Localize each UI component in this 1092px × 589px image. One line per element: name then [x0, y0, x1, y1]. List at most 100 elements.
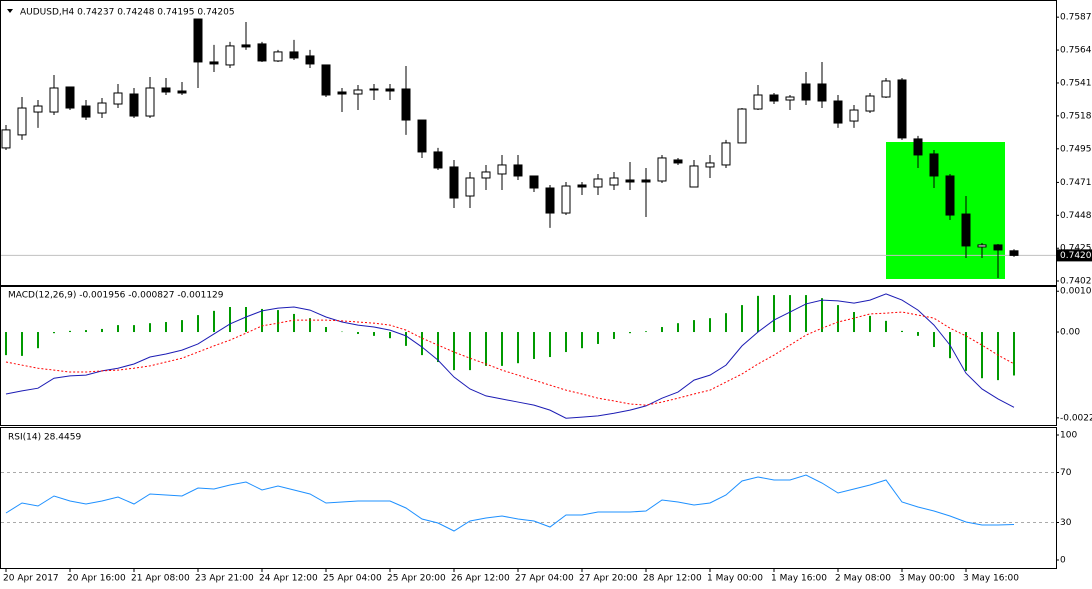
y-tick-label: 0.00: [1060, 328, 1080, 338]
x-tick-label: 1 May 00:00: [707, 574, 763, 584]
candle-body: [225, 45, 235, 66]
candle-body: [913, 138, 923, 156]
candle-body: [769, 94, 779, 102]
candle-body: [657, 157, 667, 182]
y-tick-label: 0.74715: [1060, 178, 1092, 188]
candle-body: [993, 244, 1003, 251]
candle-body: [177, 90, 187, 94]
price-title: AUDUSD,H4 0.74237 0.74248 0.74195 0.7420…: [20, 8, 235, 18]
candle-body: [625, 179, 635, 183]
candle-body: [689, 165, 699, 188]
macd-pane-frame: [0, 286, 1057, 426]
x-tick-label: 28 Apr 12:00: [643, 574, 702, 584]
candle-body: [289, 51, 299, 59]
y-tick-label: 0.74485: [1060, 211, 1092, 221]
candle-body: [49, 87, 59, 113]
candle-body: [193, 18, 203, 63]
y-tick-label: 0.74255: [1060, 244, 1092, 254]
x-tick-label: 27 Apr 04:00: [515, 574, 574, 584]
candle-body: [241, 44, 251, 48]
candle-body: [977, 244, 987, 248]
y-tick-label: 0: [1060, 556, 1066, 566]
candle-body: [849, 109, 859, 122]
rsi-pane-frame: [0, 427, 1057, 569]
candle-body: [753, 94, 763, 110]
candle-body: [545, 187, 555, 214]
candle-body: [641, 179, 651, 183]
candle-body: [385, 88, 395, 92]
candle-body: [737, 108, 747, 144]
candle-body: [833, 100, 843, 124]
candle-body: [497, 164, 507, 175]
x-tick-label: 3 May 16:00: [963, 574, 1019, 584]
candle-body: [673, 159, 683, 164]
y-tick-label: 100: [1060, 431, 1077, 441]
candle-body: [801, 83, 811, 101]
candle-body: [593, 178, 603, 188]
candle-body: [81, 105, 91, 118]
candle-body: [705, 162, 715, 168]
current-price-label: 0.74205: [1060, 251, 1092, 261]
x-tick-label: 20 Apr 2017: [3, 574, 59, 584]
candle-body: [561, 185, 571, 214]
candle-body: [529, 175, 539, 189]
candle-body: [945, 175, 955, 216]
candle-body: [129, 93, 139, 117]
candle-body: [449, 166, 459, 199]
x-tick-label: 26 Apr 12:00: [451, 574, 510, 584]
x-tick-label: 2 May 08:00: [835, 574, 891, 584]
x-tick-label: 25 Apr 04:00: [323, 574, 382, 584]
rsi-line: [5, 474, 1015, 532]
candle-body: [577, 184, 587, 188]
candle-body: [257, 43, 267, 62]
current-price-box: [1057, 249, 1092, 262]
candle-body: [161, 87, 171, 93]
candle-body: [513, 164, 523, 177]
candle-body: [113, 92, 123, 105]
candle-body: [481, 171, 491, 179]
candle-body: [897, 79, 907, 139]
x-tick-label: 23 Apr 21:00: [195, 574, 254, 584]
candle-body: [465, 177, 475, 197]
candle-body: [353, 89, 363, 95]
y-tick-label: 70: [1060, 468, 1072, 478]
y-tick-label: 0.74026: [1060, 276, 1092, 286]
candle-body: [305, 55, 315, 65]
candle-body: [929, 153, 939, 177]
candle-body: [337, 91, 347, 95]
candle-body: [881, 80, 891, 98]
rsi-title: RSI(14) 28.4459: [8, 433, 81, 443]
macd-main-line: [5, 293, 1015, 419]
macd-signal-line: [5, 311, 1015, 406]
macd-title: MACD(12,26,9) -0.001956 -0.000827 -0.001…: [8, 291, 224, 301]
candle-body: [321, 64, 331, 96]
candle-body: [817, 83, 827, 102]
candle-body: [145, 87, 155, 117]
x-tick-label: 21 Apr 08:00: [131, 574, 190, 584]
y-tick-label: 30: [1060, 518, 1072, 528]
candle-body: [609, 177, 619, 186]
y-tick-label: 0.00106: [1060, 287, 1092, 297]
x-tick-label: 24 Apr 12:00: [259, 574, 318, 584]
candle-body: [721, 142, 731, 166]
x-tick-label: 25 Apr 20:00: [387, 574, 446, 584]
candle-body: [785, 96, 795, 101]
candle-body: [865, 95, 875, 112]
menu-triangle: [7, 9, 13, 13]
candle-body: [433, 151, 443, 169]
candle-body: [1009, 250, 1019, 256]
x-tick-label: 20 Apr 16:00: [67, 574, 126, 584]
candle-body: [961, 213, 971, 247]
x-tick-label: 27 Apr 20:00: [579, 574, 638, 584]
candle-body: [33, 105, 43, 113]
candle-body: [209, 61, 219, 65]
candle-body: [97, 102, 107, 114]
